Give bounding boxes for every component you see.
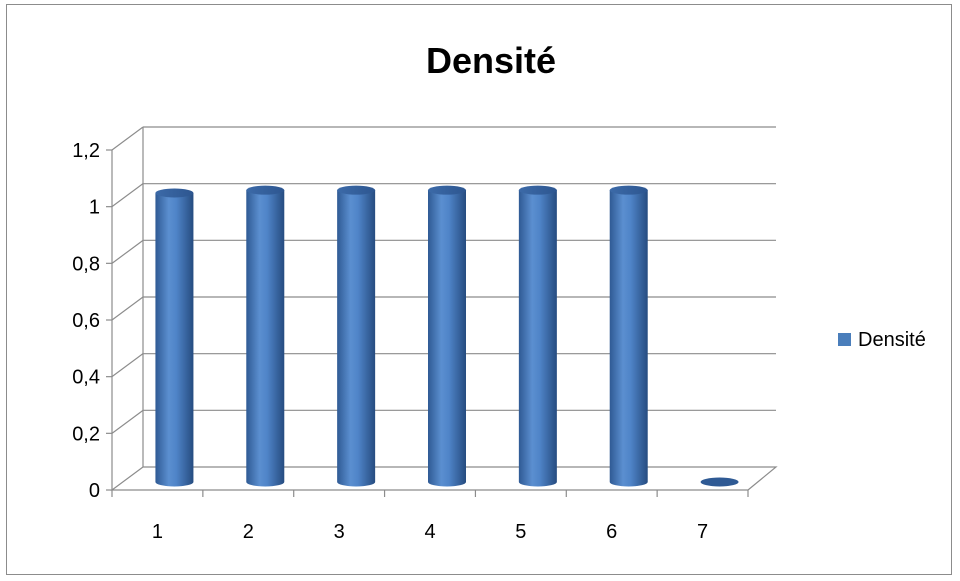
grid-side-line bbox=[111, 239, 144, 264]
y-tick-label: 1 bbox=[89, 197, 100, 219]
y-tick-label: 0,8 bbox=[72, 253, 100, 275]
grid-side-line bbox=[111, 296, 144, 321]
bar-body bbox=[518, 190, 557, 487]
y-tick-label: 0,4 bbox=[72, 367, 100, 389]
x-tick-label: 4 bbox=[424, 521, 435, 543]
bar-body bbox=[337, 190, 376, 487]
bar-top bbox=[155, 188, 194, 198]
bar-body bbox=[428, 190, 466, 487]
bar-body bbox=[155, 193, 194, 487]
legend-label: Densité bbox=[858, 329, 926, 351]
chart-title: Densité bbox=[426, 40, 556, 81]
bar-body bbox=[246, 190, 285, 487]
legend: Densité bbox=[838, 329, 926, 351]
bar-top bbox=[246, 185, 285, 195]
bar bbox=[518, 185, 557, 487]
legend-swatch bbox=[838, 333, 851, 346]
bar bbox=[155, 188, 194, 487]
tick-labels: 0 0,2 0,4 0,6 0,8 1 1,2 1 2 3 4 5 6 7 bbox=[72, 140, 708, 543]
x-tick-label: 6 bbox=[606, 521, 617, 543]
bar bbox=[609, 185, 648, 487]
bar bbox=[246, 185, 285, 487]
bar-top bbox=[518, 185, 557, 195]
bar-body bbox=[609, 190, 648, 487]
x-tick-label: 7 bbox=[697, 521, 708, 543]
y-tick-label: 0,2 bbox=[72, 423, 100, 445]
bars bbox=[155, 185, 739, 487]
grid-side-line bbox=[111, 126, 144, 151]
grid-side-line bbox=[111, 183, 144, 208]
x-tick-label: 5 bbox=[515, 521, 526, 543]
grid-side-line bbox=[111, 409, 144, 434]
bar bbox=[337, 185, 376, 487]
bar bbox=[428, 185, 466, 487]
y-tick-label: 0 bbox=[89, 480, 100, 502]
y-tick-label: 1,2 bbox=[72, 140, 100, 162]
bar-top bbox=[609, 185, 648, 195]
y-tick-label: 0,6 bbox=[72, 310, 100, 332]
grid-side-line bbox=[111, 353, 144, 378]
chart-floor bbox=[110, 466, 778, 491]
bar bbox=[700, 477, 739, 487]
axes bbox=[106, 127, 778, 497]
bar-top bbox=[700, 477, 739, 487]
x-tick-label: 3 bbox=[334, 521, 345, 543]
bar-top bbox=[428, 185, 466, 195]
bar-top bbox=[337, 185, 376, 195]
x-tick-label: 2 bbox=[243, 521, 254, 543]
x-tick-label: 1 bbox=[152, 521, 163, 543]
